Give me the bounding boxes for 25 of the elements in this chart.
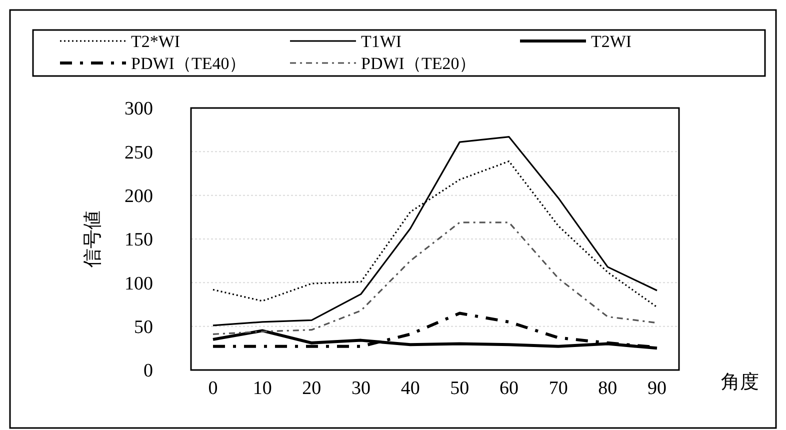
x-tick-label: 30 (352, 378, 370, 399)
y-tick-label: 0 (144, 360, 153, 382)
x-tick-label: 20 (302, 378, 322, 399)
y-tick-label: 50 (134, 316, 153, 338)
y-tick-label: 150 (124, 230, 153, 251)
legend-label: T2WI (591, 32, 632, 51)
x-tick-label: 50 (450, 378, 470, 399)
x-tick-label: 0 (208, 378, 218, 399)
legend-label: PDWI（TE20） (361, 54, 476, 73)
x-axis-title: 角度 (721, 371, 759, 393)
legend-label: PDWI（TE40） (131, 54, 246, 73)
line-series (212, 136, 658, 326)
x-tick-label: 70 (548, 378, 568, 399)
y-axis-title: 信号値 (82, 210, 104, 268)
x-tick-label: 40 (400, 378, 420, 399)
x-tick-label: 60 (500, 378, 518, 399)
x-tick-label: 80 (598, 378, 618, 399)
legend-label: T2*WI (131, 32, 180, 51)
y-tick-label: 100 (124, 273, 153, 294)
x-tick-label: 10 (252, 378, 272, 399)
y-tick-label: 200 (124, 186, 153, 207)
y-tick-label: 300 (124, 98, 153, 120)
legend-label: T1WI (361, 32, 402, 51)
y-tick-label: 250 (124, 142, 153, 164)
x-tick-label: 90 (648, 378, 666, 399)
